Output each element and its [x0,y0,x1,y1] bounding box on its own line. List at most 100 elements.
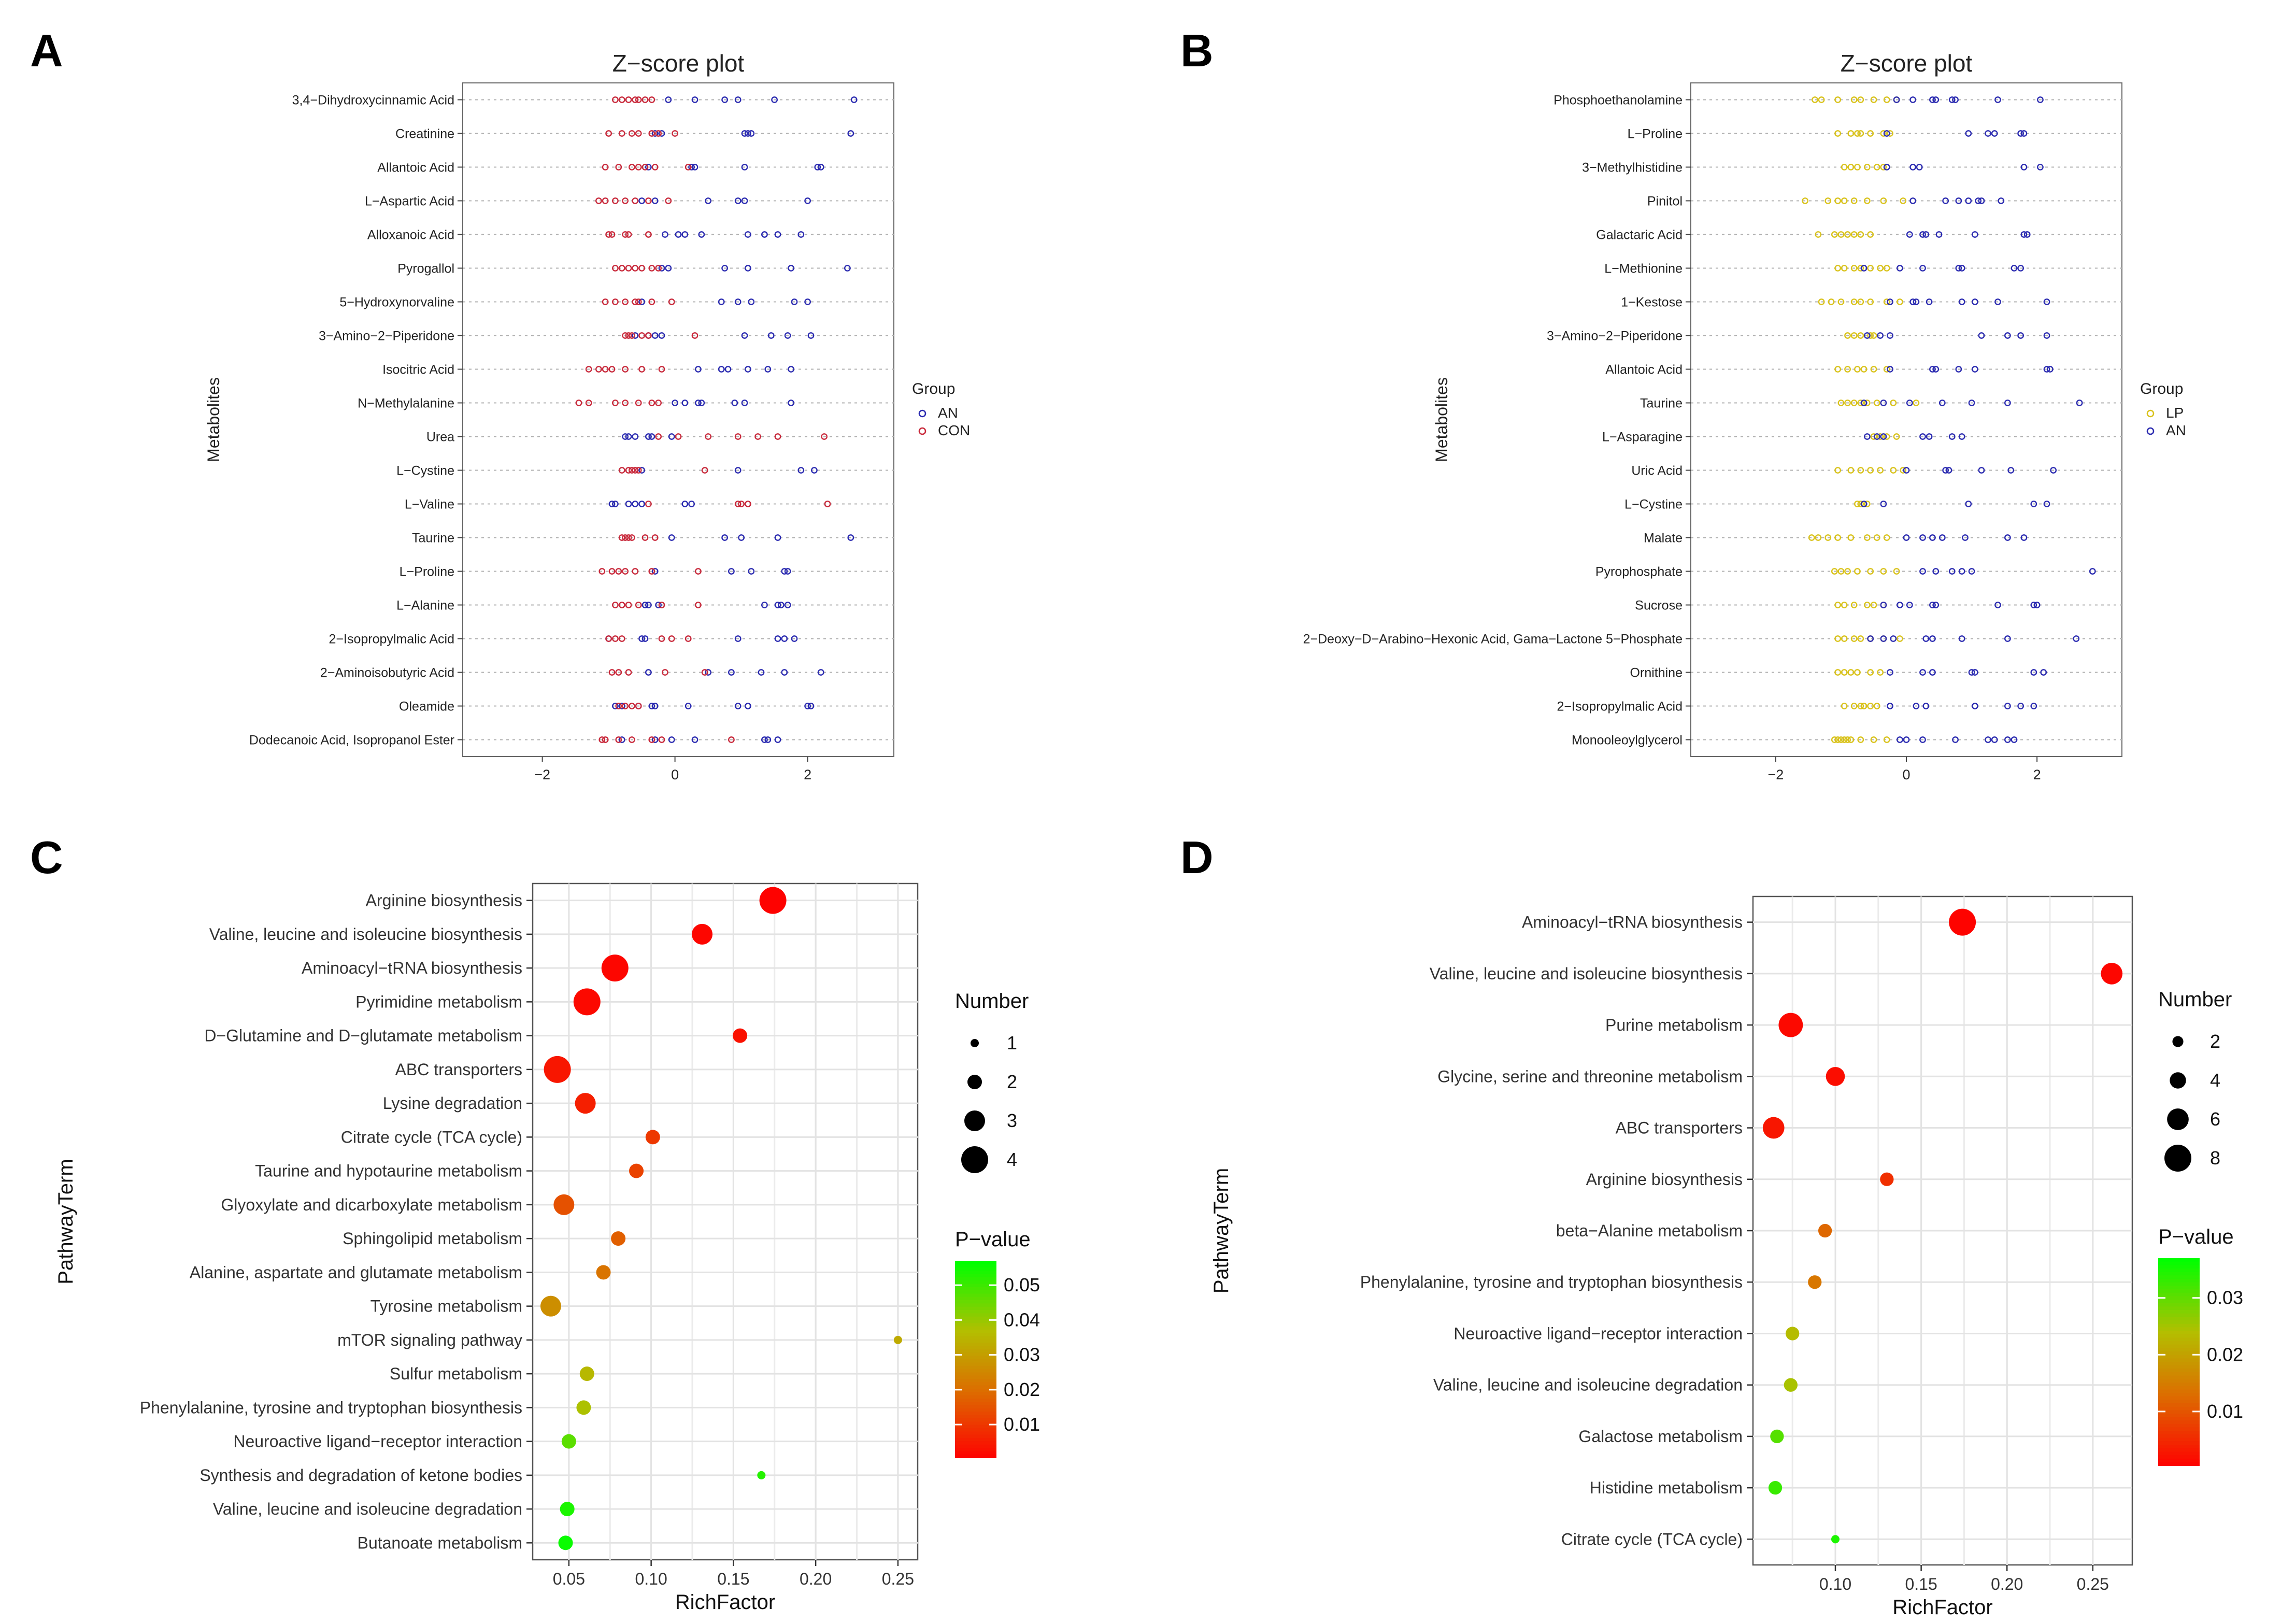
data-point-an [745,703,751,709]
data-point-an [1906,400,1913,406]
data-point-con [734,433,742,440]
data-point-lp [1854,130,1861,137]
data-point-an [745,231,751,238]
data-point-an [718,298,725,305]
color-bar-segment [2158,1272,2200,1276]
color-bar-segment [2158,1455,2200,1459]
color-bar-segment [955,1405,996,1409]
data-point-an [1929,602,1936,608]
data-point-an [705,197,712,204]
y-tick-label: N−Methylalanine [358,396,454,411]
data-point-lp [1870,602,1877,608]
data-point-lp [1887,130,1893,137]
data-point-an [705,669,712,676]
data-point-lp [1857,736,1864,743]
data-point-an [2043,332,2050,339]
data-point-lp [1854,366,1861,373]
bubble [560,1502,575,1517]
color-bar-segment [2158,1327,2200,1331]
data-point-an [1962,534,1969,541]
color-bar-segment [955,1431,996,1435]
color-bar-segment [955,1392,996,1396]
pathway-label: Aminoacyl−tRNA biosynthesis [1522,913,1743,932]
data-point-lp [1824,534,1832,541]
y-tick-label: Ornithine [1630,666,1683,680]
color-bar-segment [955,1280,996,1285]
plot-frame [532,882,919,1561]
pathway-label: Histidine metabolism [1590,1478,1743,1497]
data-point-lp [1847,164,1855,170]
size-legend-key [2164,1145,2191,1172]
data-point-an [691,736,698,743]
color-bar-segment [955,1395,996,1399]
data-point-lp [1834,366,1842,373]
color-bar-segment [955,1290,996,1294]
data-point-an [738,534,745,541]
y-tick-label: Taurine [1640,396,1683,411]
data-point-con [602,298,609,305]
data-point-con [618,96,625,103]
data-point-an [1994,298,2001,305]
data-point-lp [1850,400,1858,406]
data-point-lp [1867,568,1874,575]
data-point-an [764,366,772,373]
size-legend-key [2170,1072,2186,1089]
data-point-con [638,332,646,339]
y-axis-label: PathwayTerm [54,1159,77,1284]
bubble [1784,1378,1798,1392]
data-point-an [691,96,698,103]
data-point-an [1952,96,1959,103]
data-point-an [1919,265,1926,272]
data-point-an [1883,164,1890,170]
pathway-label: Phenylalanine, tyrosine and tryptophan b… [1360,1273,1743,1291]
data-point-an [1887,332,1893,339]
x-tick-label: 0 [671,767,679,782]
data-point-an [638,467,646,474]
panel-label-a: A [30,25,63,76]
data-point-lp [1844,400,1851,406]
data-point-con [641,96,649,103]
y-tick-label: Phosphoethanolamine [1553,93,1683,108]
data-point-an [1877,332,1884,339]
data-point-an [791,298,798,305]
data-point-an [1880,602,1887,608]
color-bar-segment [955,1306,996,1310]
data-point-con [685,635,692,642]
data-point-lp [1857,332,1864,339]
color-bar-segment [2158,1424,2200,1428]
x-tick-label: 0.10 [635,1570,667,1588]
size-legend-key [2167,1108,2189,1130]
data-point-an [698,400,705,406]
x-tick-label: 0.15 [717,1570,749,1588]
data-point-lp [1877,467,1884,474]
x-tick-label: −2 [1767,767,1784,782]
data-point-an [641,635,649,642]
data-point-con [665,197,672,204]
y-tick-label: L−Alanine [396,599,454,613]
pathway-label: Valine, leucine and isoleucine degradati… [213,1500,522,1518]
data-point-an [668,736,675,743]
zscore-plot-b: Z−score plot Phosphoethanolamine L−Proline… [1303,50,2186,782]
data-point-an [1929,534,1936,541]
color-bar-segment [2158,1261,2200,1266]
data-point-an [1909,298,1917,305]
data-point-lp [1844,736,1851,743]
y-tick-label: L−Valine [405,497,454,512]
data-point-con [648,298,655,305]
data-point-con [668,635,675,642]
panel-label-d: D [1180,832,1214,883]
x-tick-label: 0.15 [1905,1575,1937,1593]
bubble [579,1366,594,1381]
legend-label: CON [938,422,970,438]
pathway-label: Arginine biosynthesis [1586,1170,1743,1189]
data-point-an [1932,96,1940,103]
data-point-an [817,669,824,676]
data-point-an [2030,602,2037,608]
data-point-an [2073,635,2080,642]
bubble [558,1535,573,1550]
data-point-an [761,231,768,238]
color-bar-segment [2158,1437,2200,1442]
data-point-an [1880,635,1887,642]
pathway-label: beta−Alanine metabolism [1556,1221,1743,1240]
data-point-con [625,669,632,676]
